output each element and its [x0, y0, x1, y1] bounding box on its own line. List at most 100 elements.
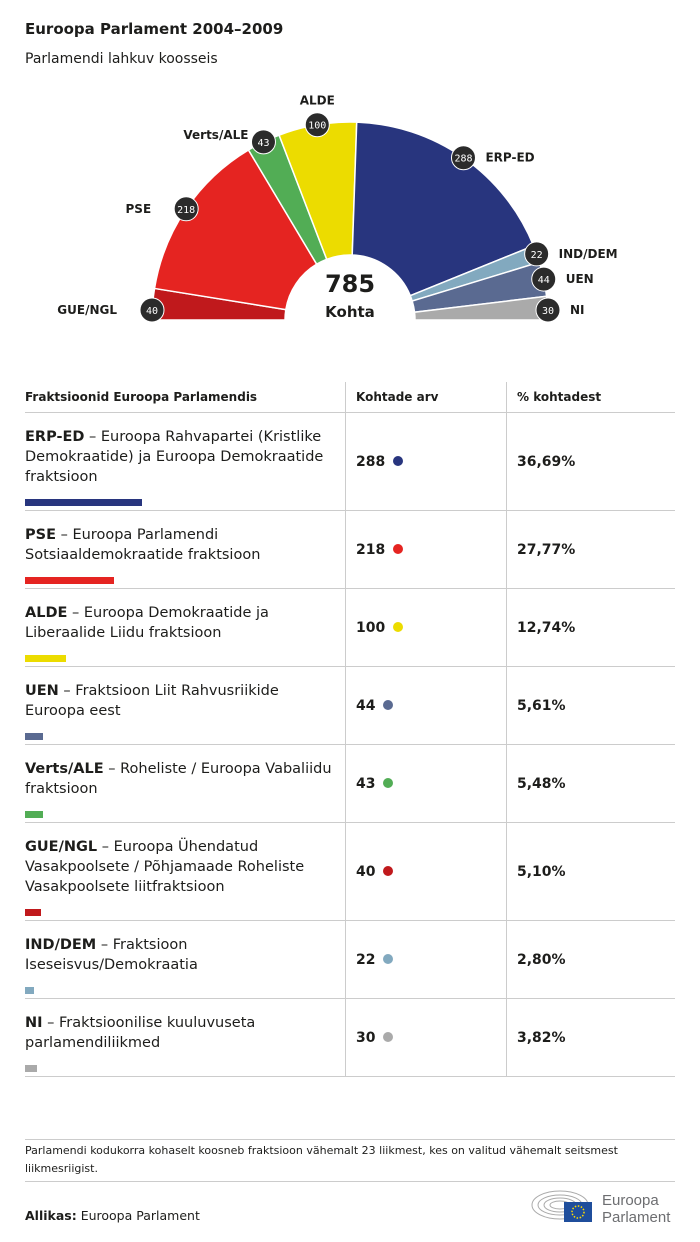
group-label: UEN: [566, 272, 594, 286]
group-name: – Euroopa Demokraatide ja Liberaalide Li…: [25, 605, 269, 641]
group-abbr: NI: [25, 1015, 43, 1031]
color-dot-icon: [393, 621, 404, 632]
group-abbr: Verts/ALE: [25, 761, 104, 777]
group-label: IND/DEM: [559, 247, 618, 261]
group-abbr: IND/DEM: [25, 937, 97, 953]
seats-cell: 22: [345, 920, 507, 999]
seat-count-label: 22: [531, 250, 543, 261]
group-abbr: PSE: [25, 527, 56, 543]
seats-cell: 288: [345, 412, 507, 511]
color-dot-icon: [383, 953, 394, 964]
header-groups: Fraktsioonid Euroopa Parlamendis: [25, 382, 346, 413]
percent-cell: 5,10%: [506, 822, 675, 921]
group-name: – Euroopa Parlamendi Sotsiaaldemokraatid…: [25, 527, 261, 563]
table-row: UEN – Fraktsioon Liit Rahvusriikide Euro…: [25, 666, 675, 745]
parliament-chart: 40 GUE/NGL 218 PSE 43 Verts/ALE 100 ALDE 288 ERP-…: [57, 94, 618, 323]
header-seats: Kohtade arv: [345, 382, 507, 413]
color-dot-icon: [383, 865, 394, 876]
table-row: Verts/ALE – Roheliste / Euroopa Vabaliid…: [25, 744, 675, 823]
seat-count-badge: [450, 145, 476, 171]
group-cell: IND/DEM – Fraktsioon Iseseisvus/Demokraa…: [25, 920, 346, 999]
group-label: PSE: [126, 202, 152, 216]
seats-value: 100: [356, 619, 386, 636]
seats-cell: 100: [345, 588, 507, 667]
seats-cell: 40: [345, 822, 507, 921]
group-cell: ALDE – Euroopa Demokraatide ja Liberaali…: [25, 588, 346, 667]
percent-bar: [25, 499, 143, 506]
seat-count-label: 218: [177, 205, 195, 216]
group-label: ALDE: [300, 94, 335, 108]
table-row: PSE – Euroopa Parlamendi Sotsiaaldemokra…: [25, 510, 675, 589]
group-abbr: ERP-ED: [25, 429, 85, 445]
seat-segment-pse: [153, 148, 318, 311]
table-row: GUE/NGL – Euroopa Ühendatud Vasakpoolset…: [25, 822, 675, 921]
percent-cell: 27,77%: [506, 510, 675, 589]
percent-bar: [25, 655, 66, 662]
percent-cell: 12,74%: [506, 588, 675, 667]
percent-cell: 5,48%: [506, 744, 675, 823]
group-label: NI: [570, 303, 585, 317]
group-label: Verts/ALE: [183, 128, 248, 142]
percent-bar: [25, 733, 43, 740]
seat-count-badge: [250, 129, 276, 155]
seat-count-label: 288: [454, 154, 472, 165]
source: Allikas: Euroopa Parlament: [25, 1208, 200, 1223]
page-title: Euroopa Parlament 2004–2009: [25, 20, 284, 38]
seat-count-badge: [531, 266, 557, 292]
percent-bar: [25, 909, 42, 916]
seats-cell: 30: [345, 998, 507, 1077]
seats-cell: 44: [345, 666, 507, 745]
group-cell: GUE/NGL – Euroopa Ühendatud Vasakpoolset…: [25, 822, 346, 921]
seats-value: 44: [356, 697, 376, 714]
seat-count-badge: [304, 112, 330, 138]
seat-count-badge: [139, 297, 165, 323]
seat-count-badge: [535, 297, 561, 323]
european-parliament-logo: Euroopa Parlament: [531, 1190, 671, 1226]
seats-value: 40: [356, 863, 376, 880]
table-row: ERP-ED – Euroopa Rahvapartei (Kristlike …: [25, 412, 675, 511]
total-seats-label: Kohta: [325, 303, 375, 321]
percent-bar: [25, 987, 34, 994]
source-text: Euroopa Parlament: [76, 1208, 200, 1223]
color-dot-icon: [383, 1031, 394, 1042]
seat-count-label: 100: [308, 121, 326, 132]
percent-cell: 36,69%: [506, 412, 675, 511]
percent-bar: [25, 577, 114, 584]
group-label: GUE/NGL: [57, 303, 117, 317]
color-dot-icon: [383, 777, 394, 788]
percent-cell: 5,61%: [506, 666, 675, 745]
seat-count-badge: [173, 196, 199, 222]
seat-count-badge: [524, 241, 550, 267]
seat-count-label: 40: [146, 306, 158, 317]
group-name: – Roheliste / Euroopa Vabaliidu fraktsio…: [25, 761, 332, 797]
header-percent: % kohtadest: [506, 382, 675, 413]
group-cell: UEN – Fraktsioon Liit Rahvusriikide Euro…: [25, 666, 346, 745]
group-name: – Euroopa Ühendatud Vasakpoolsete / Põhj…: [25, 839, 305, 895]
percent-bar: [25, 1065, 38, 1072]
table-row: ALDE – Euroopa Demokraatide ja Liberaali…: [25, 588, 675, 667]
groups-table: Fraktsioonid Euroopa Parlamendis Kohtade…: [25, 382, 675, 1077]
source-label: Allikas:: [25, 1208, 77, 1223]
color-dot-icon: [393, 543, 404, 554]
group-name: – Euroopa Rahvapartei (Kristlike Demokra…: [25, 429, 324, 485]
group-abbr: UEN: [25, 683, 59, 699]
seats-value: 30: [356, 1029, 376, 1046]
seat-segment-erp-ed: [351, 121, 535, 297]
group-cell: NI – Fraktsioonilise kuuluvuseta parlame…: [25, 998, 346, 1077]
group-cell: Verts/ALE – Roheliste / Euroopa Vabaliid…: [25, 744, 346, 823]
seats-cell: 218: [345, 510, 507, 589]
percent-cell: 3,82%: [506, 998, 675, 1077]
seats-value: 288: [356, 453, 386, 470]
seats-value: 218: [356, 541, 386, 558]
color-dot-icon: [383, 699, 394, 710]
table-row: IND/DEM – Fraktsioon Iseseisvus/Demokraa…: [25, 920, 675, 999]
seat-count-label: 44: [538, 275, 550, 286]
footnote: Parlamendi kodukorra kohaselt koosneb fr…: [25, 1139, 675, 1182]
group-abbr: GUE/NGL: [25, 839, 98, 855]
seat-count-label: 30: [542, 306, 554, 317]
group-abbr: ALDE: [25, 605, 68, 621]
logo-text-2: Parlament: [602, 1209, 671, 1226]
logo-text-1: Euroopa: [602, 1192, 659, 1209]
seats-value: 43: [356, 775, 376, 792]
